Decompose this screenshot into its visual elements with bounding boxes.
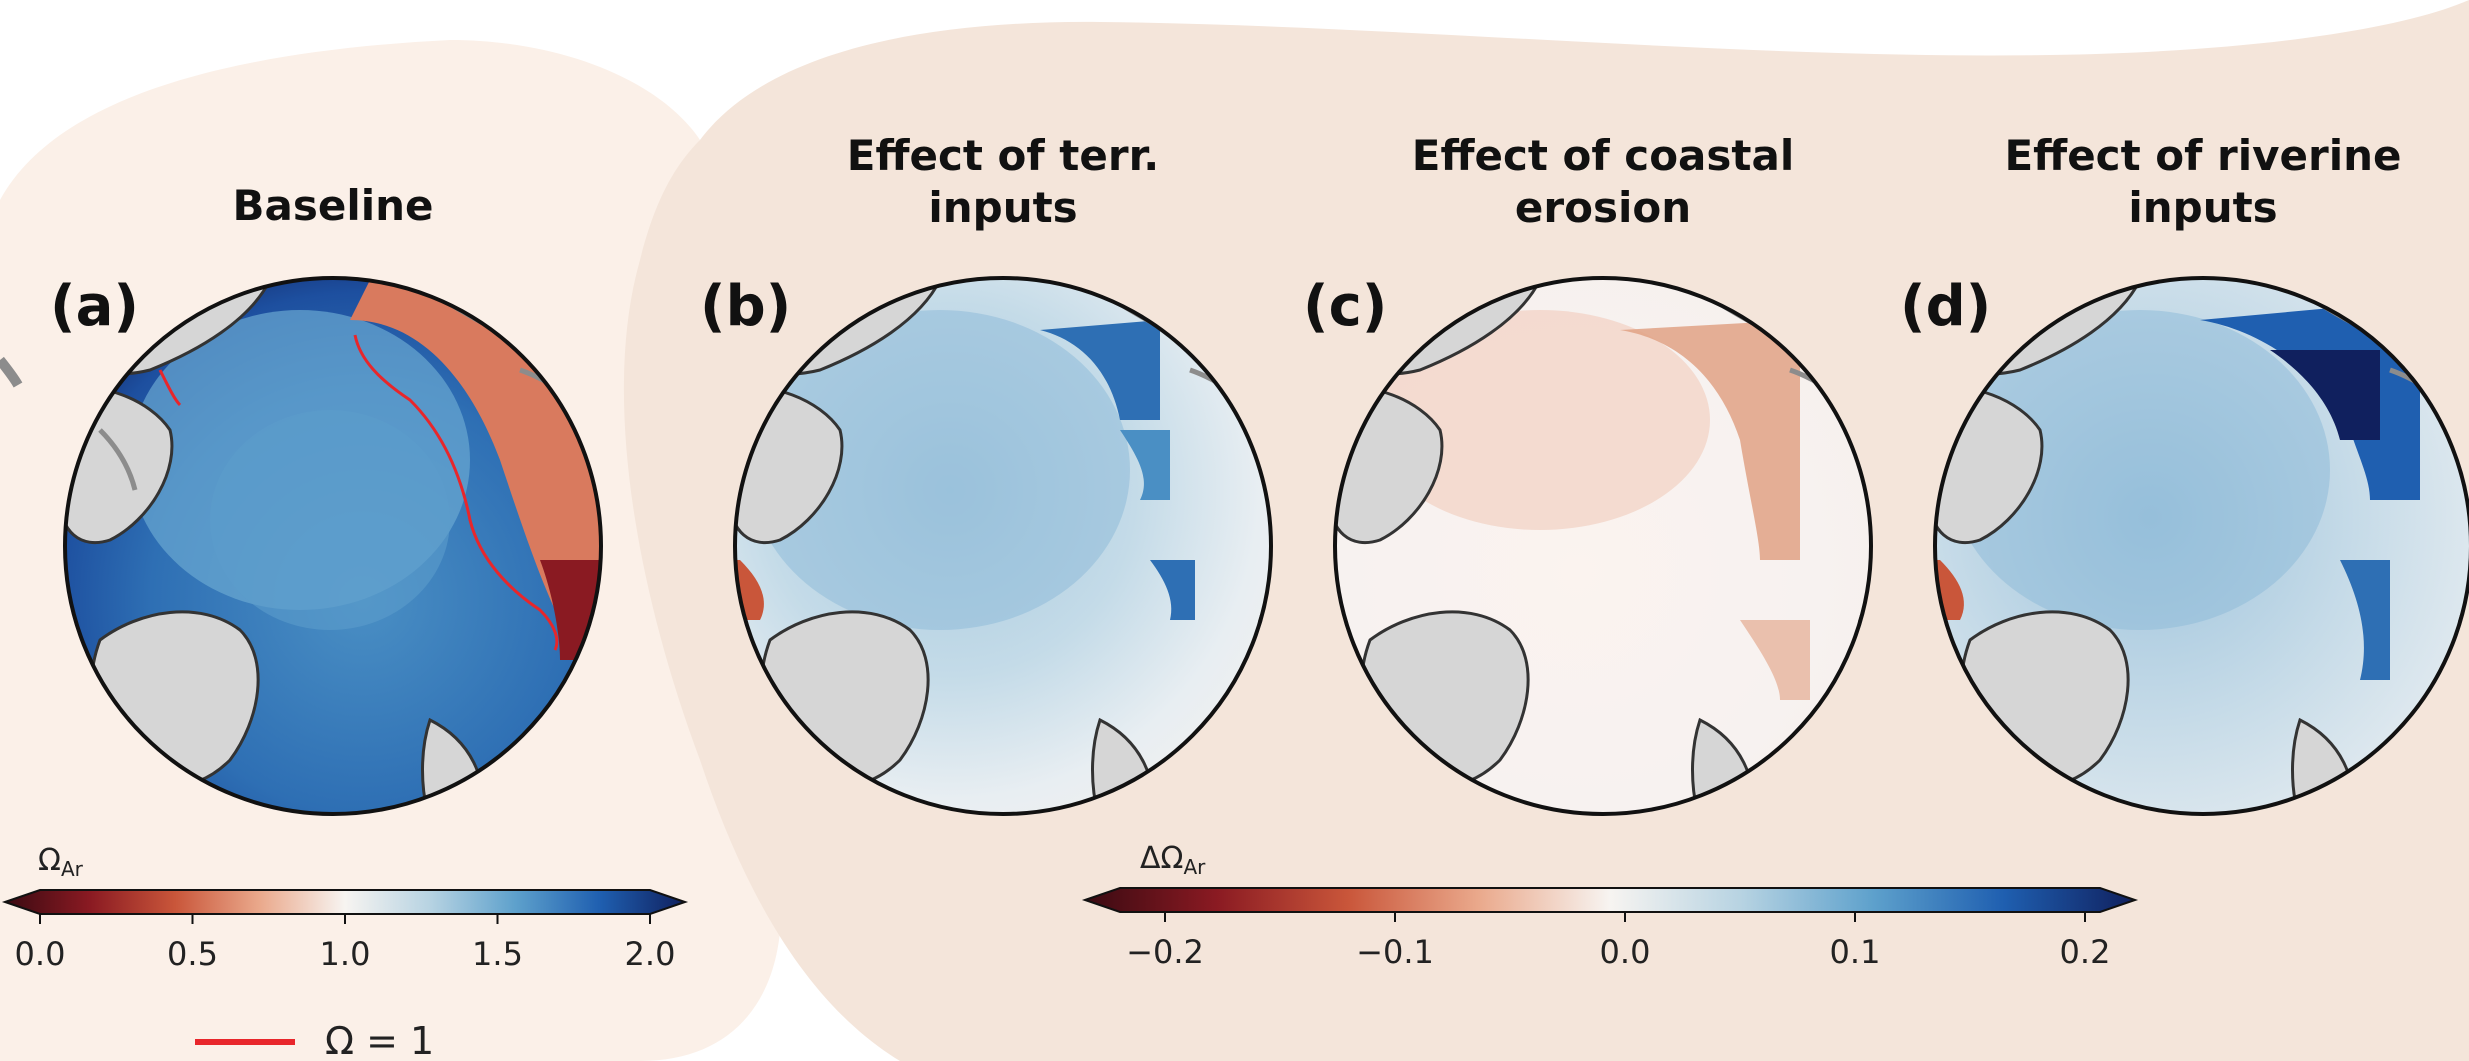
colorbar-right: ΔΩAr −0.2 −0.1 0.0 0.1 0.2 — [1081, 841, 2139, 971]
colorbar-tick-label: 1.0 — [320, 935, 371, 973]
decorative-curve — [0, 356, 23, 388]
colorbar-tick-label: 0.1 — [1830, 933, 1881, 971]
colorbar-tick-label: −0.2 — [1126, 933, 1204, 971]
panel-letters: (a) (b) (c) (d) — [50, 274, 1991, 339]
panel-letter: (b) — [700, 274, 791, 339]
omega-one-contour — [353, 334, 559, 651]
panel-b-border — [733, 276, 1273, 816]
colorbar-tick-label: 2.0 — [625, 935, 676, 973]
panel-letter: (d) — [1900, 274, 1991, 339]
panel-title-line: inputs — [2128, 183, 2277, 232]
colorbar-tick-label: 0.2 — [2060, 933, 2111, 971]
colorbar-tick-label: −0.1 — [1356, 933, 1434, 971]
omega-legend-text: Ω = 1 — [325, 1019, 434, 1061]
panel-letter: (a) — [50, 274, 139, 339]
colorbar-right-label: ΔΩAr — [1140, 841, 1206, 879]
panel-c-map — [1333, 276, 1873, 816]
panel-title-line: Effect of terr. — [847, 131, 1160, 180]
panel-title-line: erosion — [1515, 183, 1691, 232]
colorbar-tick-label: 0.5 — [167, 935, 218, 973]
panel-d-border — [1933, 276, 2469, 816]
panel-title-line: inputs — [928, 183, 1077, 232]
omega-legend: Ω = 1 — [195, 1019, 434, 1061]
colorbar-left-label: ΩAr — [38, 843, 84, 881]
panel-c-border — [1333, 276, 1873, 816]
panel-letter: (c) — [1303, 274, 1387, 339]
panel-title-line: Effect of coastal — [1412, 131, 1794, 180]
colorbar-left: ΩAr 0.0 0.5 1.0 1.5 2.0 — [1, 843, 689, 973]
panel-a-border — [63, 276, 603, 816]
colorbar-left-bar — [1, 889, 689, 915]
colorbar-tick-label: 0.0 — [1600, 933, 1651, 971]
colorbar-tick-label: 0.0 — [15, 935, 66, 973]
panel-title-line: Baseline — [232, 181, 433, 230]
colorbar-tick-label: 1.5 — [472, 935, 523, 973]
colorbar-right-bar — [1081, 887, 2139, 913]
panel-title-line: Effect of riverine — [2004, 131, 2401, 180]
